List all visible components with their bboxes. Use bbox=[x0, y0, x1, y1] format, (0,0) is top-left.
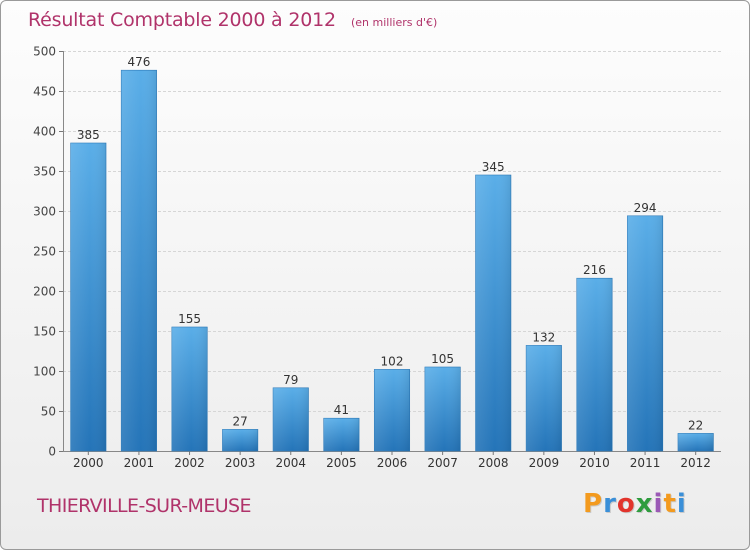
y-tick-label: 100 bbox=[33, 365, 56, 379]
x-tick-label: 2004 bbox=[275, 456, 306, 470]
y-tick-label: 250 bbox=[33, 245, 56, 259]
bar-shading bbox=[677, 433, 714, 451]
x-tick-label: 2010 bbox=[579, 456, 610, 470]
bar-shading bbox=[70, 143, 107, 451]
bar-shading bbox=[576, 278, 613, 451]
bar-value-label: 345 bbox=[482, 160, 505, 174]
x-tick-label: 2005 bbox=[326, 456, 357, 470]
x-tick-label: 2001 bbox=[124, 456, 155, 470]
x-tick-label: 2007 bbox=[427, 456, 458, 470]
y-tick-label: 350 bbox=[33, 165, 56, 179]
logo-letter: i bbox=[653, 489, 664, 519]
bar-value-label: 105 bbox=[431, 352, 454, 366]
x-tick-label: 2011 bbox=[630, 456, 661, 470]
bar-shading bbox=[424, 367, 461, 451]
bar-shading bbox=[222, 429, 258, 451]
bar-value-label: 385 bbox=[77, 128, 100, 142]
y-tick-label: 400 bbox=[33, 125, 56, 139]
bar-shading bbox=[627, 215, 663, 451]
x-tick-label: 2008 bbox=[478, 456, 509, 470]
bar-value-label: 22 bbox=[688, 418, 703, 432]
bar-shading bbox=[475, 175, 511, 451]
x-tick-label: 2000 bbox=[73, 456, 104, 470]
bar-value-label: 155 bbox=[178, 312, 201, 326]
bar-shading bbox=[323, 418, 360, 451]
bar-value-label: 132 bbox=[532, 330, 555, 344]
y-tick-label: 150 bbox=[33, 325, 56, 339]
bar-value-label: 79 bbox=[283, 373, 298, 387]
chart-title-unit: (en milliers d'€) bbox=[350, 16, 438, 29]
y-tick-label: 50 bbox=[41, 405, 56, 419]
bar-shading bbox=[121, 70, 157, 451]
commune-name: THIERVILLE-SUR-MEUSE bbox=[37, 495, 252, 517]
logo-letter: r bbox=[603, 489, 617, 519]
bar-shading bbox=[526, 345, 562, 451]
bar-value-label: 102 bbox=[381, 354, 404, 368]
bar-shading bbox=[171, 327, 208, 451]
y-tick-label: 450 bbox=[33, 85, 56, 99]
y-tick-label: 500 bbox=[33, 45, 56, 59]
x-tick-label: 2003 bbox=[225, 456, 256, 470]
logo-letter: x bbox=[635, 489, 654, 519]
logo-letter: o bbox=[616, 489, 636, 519]
bar-value-label: 476 bbox=[127, 55, 150, 69]
bar-shading bbox=[273, 387, 309, 451]
proxiti-logo: Proxiti bbox=[583, 489, 687, 519]
y-tick-label: 300 bbox=[33, 205, 56, 219]
chart-title-main: Résultat Comptable 2000 à 2012 bbox=[28, 9, 336, 31]
bar-value-label: 216 bbox=[583, 263, 606, 277]
logo-letter: P bbox=[583, 489, 604, 519]
x-tick-label: 2006 bbox=[377, 456, 408, 470]
y-tick-label: 0 bbox=[48, 445, 56, 459]
logo-letter: i bbox=[676, 489, 687, 519]
bar-value-label: 294 bbox=[634, 201, 657, 215]
logo-letter: t bbox=[663, 489, 677, 519]
bar-shading bbox=[374, 369, 410, 451]
x-tick-label: 2012 bbox=[680, 456, 711, 470]
bar-value-label: 27 bbox=[233, 414, 248, 428]
x-tick-label: 2002 bbox=[174, 456, 205, 470]
chart-title: Résultat Comptable 2000 à 2012 (en milli… bbox=[28, 9, 437, 31]
x-tick-label: 2009 bbox=[529, 456, 560, 470]
y-tick-label: 200 bbox=[33, 285, 56, 299]
bar-value-label: 41 bbox=[334, 403, 349, 417]
